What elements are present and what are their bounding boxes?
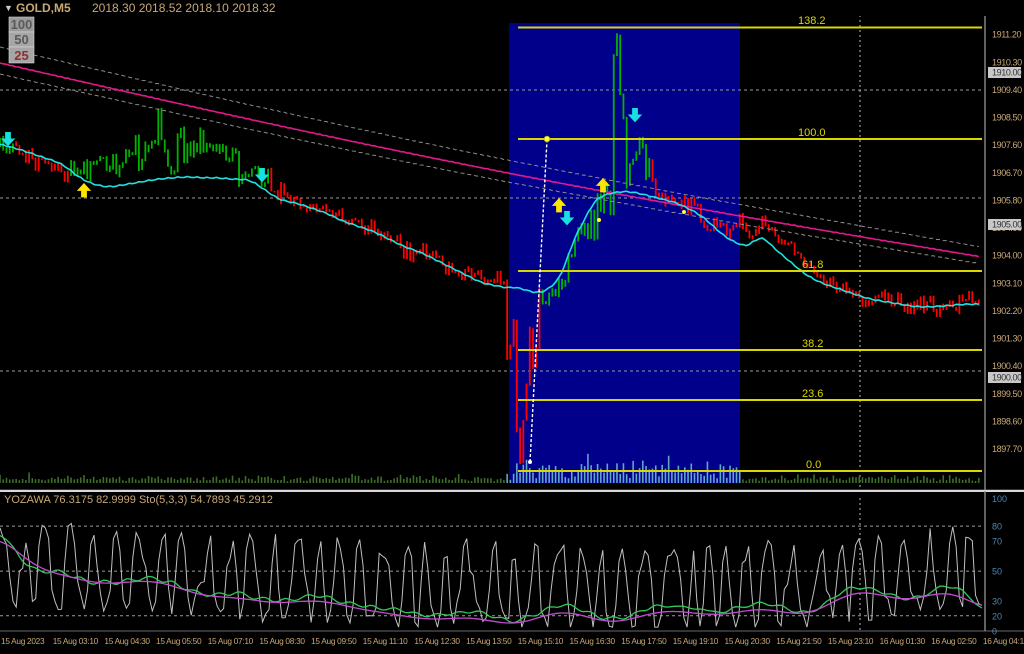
svg-text:100.0: 100.0 [798, 127, 826, 139]
svg-text:20: 20 [992, 611, 1002, 621]
svg-text:1910.00: 1910.00 [992, 68, 1022, 78]
svg-text:1898.60: 1898.60 [992, 417, 1022, 427]
svg-text:15 Aug 13:50: 15 Aug 13:50 [466, 636, 512, 646]
svg-text:15 Aug 2023: 15 Aug 2023 [1, 636, 45, 646]
svg-text:23.6: 23.6 [802, 388, 823, 400]
svg-text:25: 25 [14, 48, 28, 63]
svg-text:1905.80: 1905.80 [992, 196, 1022, 206]
svg-text:1900.00: 1900.00 [992, 373, 1022, 383]
svg-text:1897.70: 1897.70 [992, 444, 1022, 454]
svg-text:15 Aug 17:50: 15 Aug 17:50 [621, 636, 667, 646]
svg-text:15 Aug 05:50: 15 Aug 05:50 [156, 636, 202, 646]
svg-text:15 Aug 16:30: 15 Aug 16:30 [570, 636, 616, 646]
svg-text:61.8: 61.8 [802, 259, 823, 271]
svg-text:1911.20: 1911.20 [992, 30, 1021, 40]
svg-text:15 Aug 03:10: 15 Aug 03:10 [53, 636, 99, 646]
svg-text:100: 100 [992, 494, 1007, 504]
svg-text:1902.20: 1902.20 [992, 306, 1022, 316]
svg-text:GOLD,M5: GOLD,M5 [16, 1, 71, 15]
svg-text:15 Aug 09:50: 15 Aug 09:50 [311, 636, 357, 646]
svg-text:30: 30 [992, 597, 1002, 607]
svg-text:YOZAWA 76.3175 82.9999 Sto(5: YOZAWA 76.3175 82.9999 Sto(5,3,3) 54.789… [4, 494, 273, 506]
svg-text:15 Aug 04:30: 15 Aug 04:30 [104, 636, 150, 646]
svg-text:50: 50 [992, 567, 1002, 577]
svg-text:1903.10: 1903.10 [992, 278, 1022, 288]
svg-text:▼: ▼ [4, 3, 13, 13]
svg-text:100: 100 [11, 17, 33, 32]
svg-text:1904.00: 1904.00 [992, 251, 1022, 261]
svg-text:0.0: 0.0 [806, 459, 821, 471]
svg-text:15 Aug 15:10: 15 Aug 15:10 [518, 636, 564, 646]
svg-text:70: 70 [992, 537, 1002, 547]
svg-text:1899.50: 1899.50 [992, 389, 1022, 399]
svg-text:15 Aug 08:30: 15 Aug 08:30 [259, 636, 305, 646]
svg-text:15 Aug 23:10: 15 Aug 23:10 [828, 636, 874, 646]
svg-text:15 Aug 19:10: 15 Aug 19:10 [673, 636, 719, 646]
svg-text:16 Aug 02:50: 16 Aug 02:50 [931, 636, 977, 646]
svg-text:50: 50 [14, 32, 28, 47]
svg-text:1909.40: 1909.40 [992, 85, 1022, 95]
svg-text:1910.30: 1910.30 [992, 57, 1022, 67]
svg-text:1907.60: 1907.60 [992, 140, 1022, 150]
svg-text:16 Aug 04:10: 16 Aug 04:10 [983, 636, 1024, 646]
svg-text:2018.30 2018.52 2018.10 2018.3: 2018.30 2018.52 2018.10 2018.32 [92, 1, 276, 15]
svg-text:1906.70: 1906.70 [992, 168, 1022, 178]
svg-text:1905.00: 1905.00 [992, 220, 1022, 230]
svg-text:15 Aug 21:50: 15 Aug 21:50 [776, 636, 822, 646]
svg-text:15 Aug 11:10: 15 Aug 11:10 [363, 636, 408, 646]
svg-text:16 Aug 01:30: 16 Aug 01:30 [880, 636, 926, 646]
svg-text:1908.50: 1908.50 [992, 113, 1022, 123]
svg-text:1900.40: 1900.40 [992, 361, 1022, 371]
svg-text:15 Aug 20:30: 15 Aug 20:30 [725, 636, 771, 646]
svg-text:38.2: 38.2 [802, 338, 823, 350]
svg-text:15 Aug 07:10: 15 Aug 07:10 [208, 636, 254, 646]
svg-text:138.2: 138.2 [798, 15, 826, 27]
svg-text:1901.30: 1901.30 [992, 334, 1022, 344]
svg-text:80: 80 [992, 522, 1002, 532]
svg-text:15 Aug 12:30: 15 Aug 12:30 [414, 636, 460, 646]
